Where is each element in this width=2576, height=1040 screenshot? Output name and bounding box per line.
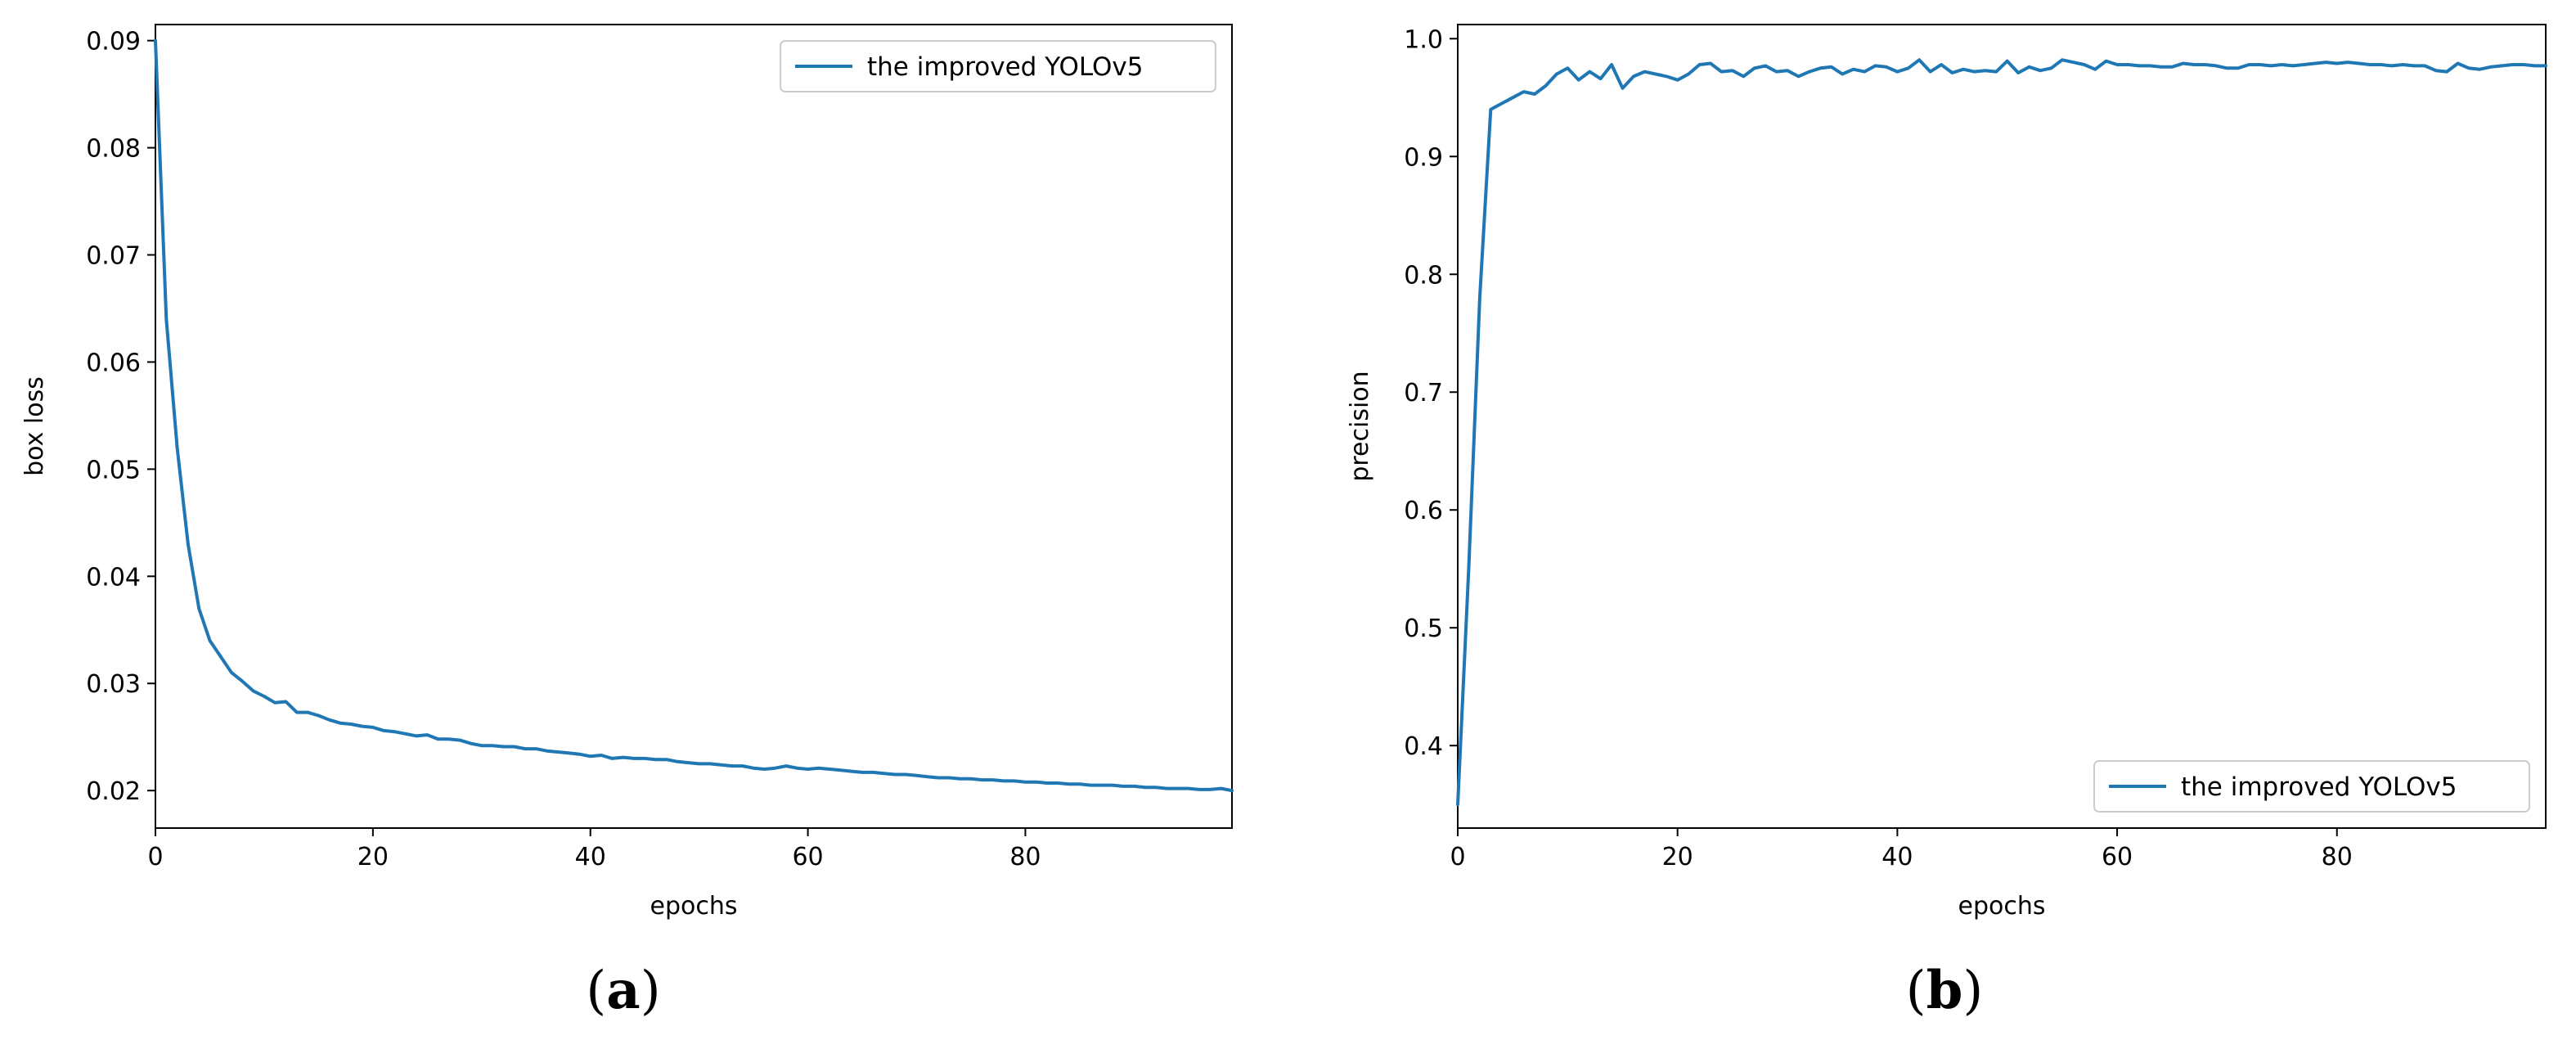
chart-a-y-tick-label: 0.05 xyxy=(86,456,141,484)
chart-b-x-tick-label: 0 xyxy=(1450,843,1465,871)
chart-b-legend: the improved YOLOv5 xyxy=(2093,760,2530,813)
chart-b-plot-area xyxy=(1457,24,2547,829)
chart-b-x-axis-title: epochs xyxy=(1958,892,2046,921)
chart-a-marks: 0 20 40 60 80 0.02 0.03 0.04 0.05 0.06 0.07 0.08 0.0… xyxy=(86,28,1234,871)
chart-b-series-line-0 xyxy=(1456,58,2547,807)
chart-b-x-tick-label: 80 xyxy=(2322,843,2353,871)
chart-a-x-tick-label: 0 xyxy=(147,843,163,871)
panel-label-a-close: ) xyxy=(641,961,661,1021)
chart-a-y-tick-label: 0.03 xyxy=(86,670,141,699)
chart-b-marks: 0 20 40 60 80 0.4 0.5 0.6 0.7 0.8 0.9 1.0 xyxy=(1404,25,2547,871)
chart-a-x-tick-label: 60 xyxy=(792,843,823,871)
panel-label-b-close: ) xyxy=(1962,961,1983,1021)
chart-a-y-axis-title: box loss xyxy=(20,376,49,476)
chart-b-x-tick-label: 60 xyxy=(2102,843,2133,871)
chart-b-y-axis-title: precision xyxy=(1346,371,1374,481)
chart-a-x-tick-label: 80 xyxy=(1009,843,1041,871)
chart-b-x-tick-label: 40 xyxy=(1881,843,1913,871)
chart-b-x-tick-label: 20 xyxy=(1662,843,1693,871)
chart-a-y-tick-label: 0.07 xyxy=(86,242,141,271)
chart-b-legend-frame xyxy=(2093,760,2530,813)
panel-label-b-letter: b xyxy=(1926,960,1963,1021)
panel-label-a: (a) xyxy=(586,960,660,1021)
chart-a-y-tick-label: 0.02 xyxy=(86,777,141,806)
chart-b-y-tick-label: 0.4 xyxy=(1404,732,1443,761)
chart-b-y-tick-label: 0.7 xyxy=(1404,379,1443,407)
chart-a-y-tick-label: 0.08 xyxy=(86,135,141,164)
chart-a-legend: the improved YOLOv5 xyxy=(780,40,1216,92)
chart-b-y-tick-label: 0.6 xyxy=(1404,497,1443,525)
chart-b-y-tick-label: 1.0 xyxy=(1404,25,1443,54)
chart-a-y-tick-label: 0.06 xyxy=(86,349,141,377)
chart-a: 0 20 40 60 80 0.02 0.03 0.04 0.05 0.06 0.07 0.08 0.0… xyxy=(20,24,1234,921)
panel-label-a-open: ( xyxy=(586,961,606,1021)
chart-b-y-tick-label: 0.9 xyxy=(1404,143,1443,172)
chart-b: 0 20 40 60 80 0.4 0.5 0.6 0.7 0.8 0.9 1.0 epochs pr… xyxy=(1346,24,2547,921)
panel-label-a-letter: a xyxy=(606,960,640,1021)
chart-a-legend-frame xyxy=(780,40,1216,92)
panel-label-b: (b) xyxy=(1906,960,1984,1021)
chart-b-y-tick-label: 0.8 xyxy=(1404,261,1443,290)
chart-b-y-tick-label: 0.5 xyxy=(1404,615,1443,643)
chart-a-y-tick-label: 0.09 xyxy=(86,28,141,56)
chart-a-plot-area xyxy=(155,24,1233,829)
chart-a-x-tick-label: 40 xyxy=(575,843,606,871)
chart-a-legend-label: the improved YOLOv5 xyxy=(867,52,1143,82)
chart-a-x-axis-title: epochs xyxy=(650,892,738,921)
panel-label-b-open: ( xyxy=(1906,961,1926,1021)
chart-b-legend-label: the improved YOLOv5 xyxy=(2181,772,2457,802)
chart-a-x-tick-label: 20 xyxy=(357,843,389,871)
chart-a-y-tick-label: 0.04 xyxy=(86,563,141,592)
chart-a-series-line-0 xyxy=(154,38,1234,793)
